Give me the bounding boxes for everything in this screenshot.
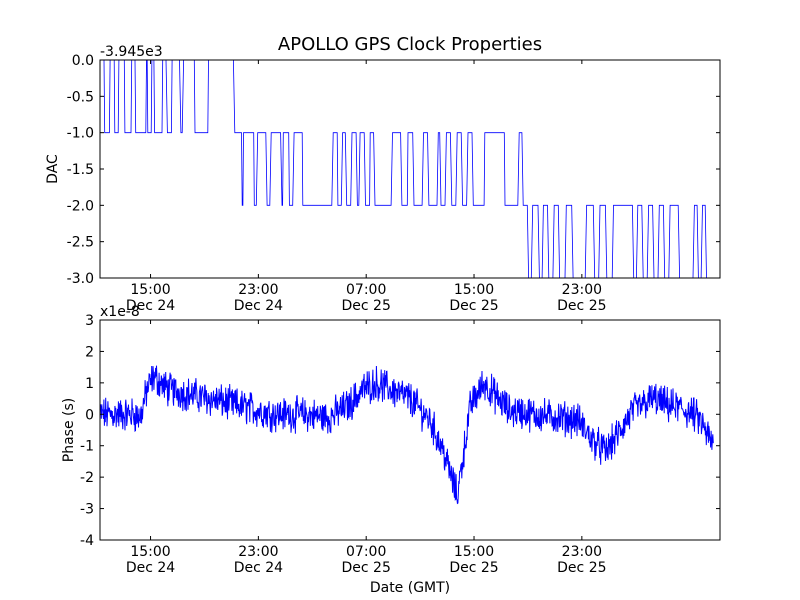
chart-title: APOLLO GPS Clock Properties	[278, 34, 542, 55]
x-tick-time-label: 23:00	[562, 544, 602, 560]
y-axis-label: DAC	[45, 154, 61, 184]
axes-frame	[99, 319, 721, 541]
y-tick-label: -4	[80, 533, 94, 549]
y-tick-label: -3.0	[67, 271, 94, 287]
x-tick-time-label: 23:00	[238, 282, 278, 298]
x-axis-label: Date (GMT)	[370, 580, 450, 596]
x-tick-date-label: Dec 25	[449, 298, 498, 314]
dac-series-line	[100, 60, 715, 278]
x-tick-date-label: Dec 25	[449, 560, 498, 576]
y-tick-label: -2.0	[67, 198, 94, 214]
x-tick-time-label: 23:00	[238, 544, 278, 560]
y-tick-label: -1.0	[67, 126, 94, 142]
y-tick-label: 0	[85, 407, 94, 423]
y-tick-label: -0.5	[67, 89, 94, 105]
x-tick-time-label: 23:00	[562, 282, 602, 298]
y-tick-label: -1	[80, 439, 94, 455]
x-tick-date-label: Dec 25	[342, 298, 391, 314]
y-tick-label: 3	[85, 313, 94, 329]
x-tick-time-label: 07:00	[346, 282, 386, 298]
x-tick-date-label: Dec 25	[342, 560, 391, 576]
y-tick-label: -2	[80, 470, 94, 486]
y-tick-label: -3	[80, 502, 94, 518]
x-tick-time-label: 15:00	[130, 282, 170, 298]
x-tick-date-label: Dec 25	[557, 298, 606, 314]
y-tick-label: 0.0	[72, 53, 94, 69]
y-tick-label: -2.5	[67, 235, 94, 251]
phase-series-line	[100, 365, 714, 505]
y-tick-label: 2	[85, 344, 94, 360]
x-tick-date-label: Dec 24	[234, 298, 283, 314]
y-axis-label: Phase (s)	[61, 398, 77, 462]
x-tick-time-label: 07:00	[346, 544, 386, 560]
y-tick-label: -1.5	[67, 162, 94, 178]
x-tick-date-label: Dec 25	[557, 560, 606, 576]
x-tick-date-label: Dec 24	[126, 298, 175, 314]
x-tick-time-label: 15:00	[454, 282, 494, 298]
y-tick-label: 1	[85, 376, 94, 392]
axis-offset-label: x1e-8	[100, 304, 140, 320]
x-tick-time-label: 15:00	[454, 544, 494, 560]
x-tick-time-label: 15:00	[130, 544, 170, 560]
x-tick-date-label: Dec 24	[234, 560, 283, 576]
x-tick-date-label: Dec 24	[126, 560, 175, 576]
axis-offset-label: -3.945e3	[100, 44, 163, 60]
